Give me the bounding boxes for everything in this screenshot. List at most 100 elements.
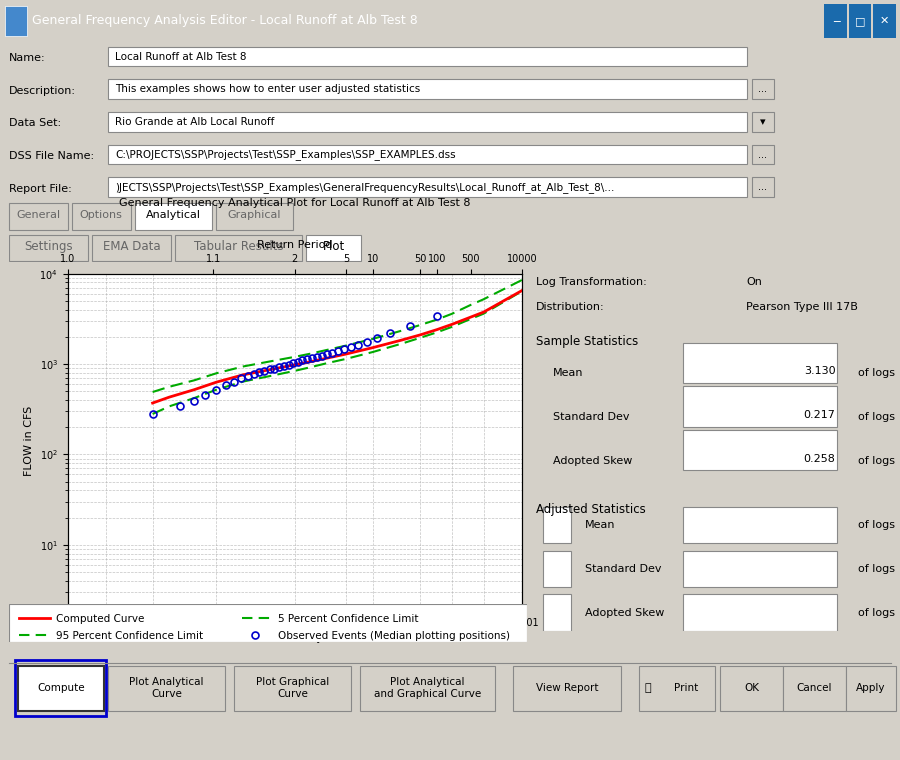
Text: Computed Curve: Computed Curve — [56, 613, 144, 624]
FancyBboxPatch shape — [176, 235, 302, 261]
Text: )JECTS\SSP\Projects\Test\SSP_Examples\GeneralFrequencyResults\Local_Runoff_at_Al: )JECTS\SSP\Projects\Test\SSP_Examples\Ge… — [115, 182, 615, 193]
Text: 🖨: 🖨 — [644, 683, 652, 693]
FancyBboxPatch shape — [752, 112, 774, 131]
Text: Plot Analytical
and Graphical Curve: Plot Analytical and Graphical Curve — [374, 677, 482, 699]
Text: General: General — [16, 210, 60, 220]
X-axis label: Probability: Probability — [266, 633, 324, 643]
Text: Adjusted Statistics: Adjusted Statistics — [536, 503, 645, 516]
FancyBboxPatch shape — [720, 666, 783, 711]
Text: of logs: of logs — [859, 456, 896, 466]
Text: EMA Data: EMA Data — [103, 240, 160, 253]
Text: Local Runoff at Alb Test 8: Local Runoff at Alb Test 8 — [115, 52, 247, 62]
Text: Plot Graphical
Curve: Plot Graphical Curve — [256, 677, 329, 699]
FancyBboxPatch shape — [234, 666, 351, 711]
Text: Tabular Results: Tabular Results — [194, 240, 284, 253]
Text: Compute: Compute — [37, 683, 85, 693]
Text: ...: ... — [758, 150, 767, 160]
FancyBboxPatch shape — [108, 144, 747, 164]
Text: Print: Print — [674, 683, 698, 693]
FancyBboxPatch shape — [683, 386, 837, 426]
FancyBboxPatch shape — [9, 203, 68, 230]
Text: Distribution:: Distribution: — [536, 302, 604, 312]
Text: Apply: Apply — [856, 683, 886, 693]
Text: of logs: of logs — [859, 564, 896, 574]
FancyBboxPatch shape — [543, 550, 571, 587]
Text: Graphical: Graphical — [228, 210, 281, 220]
Bar — [824, 5, 847, 38]
Text: Sample Statistics: Sample Statistics — [536, 335, 638, 348]
Text: Mean: Mean — [553, 368, 583, 378]
Text: ▾: ▾ — [760, 117, 766, 127]
Text: View Report: View Report — [536, 683, 598, 693]
FancyBboxPatch shape — [683, 430, 837, 470]
Text: ...: ... — [758, 84, 767, 94]
Text: OK: OK — [744, 683, 759, 693]
Text: Mean: Mean — [585, 520, 615, 530]
FancyBboxPatch shape — [846, 666, 896, 711]
FancyBboxPatch shape — [9, 235, 88, 261]
FancyBboxPatch shape — [513, 666, 621, 711]
FancyBboxPatch shape — [639, 666, 716, 711]
Text: ─: ─ — [832, 16, 840, 26]
X-axis label: Return Period: Return Period — [257, 240, 332, 250]
FancyBboxPatch shape — [108, 79, 747, 99]
Text: Adopted Skew: Adopted Skew — [553, 456, 633, 466]
Text: of logs: of logs — [859, 412, 896, 422]
Text: Report File:: Report File: — [9, 184, 72, 194]
Text: ✕: ✕ — [880, 16, 889, 26]
Text: of logs: of logs — [859, 368, 896, 378]
Text: □: □ — [855, 16, 866, 26]
Bar — [873, 5, 896, 38]
Bar — [4, 6, 27, 36]
FancyBboxPatch shape — [543, 507, 571, 543]
Text: Cancel: Cancel — [796, 683, 832, 693]
Text: Observed Events (Median plotting positions): Observed Events (Median plotting positio… — [278, 631, 510, 641]
Text: Log Transformation:: Log Transformation: — [536, 277, 646, 287]
Text: ...: ... — [758, 182, 767, 192]
Text: Plot Analytical
Curve: Plot Analytical Curve — [130, 677, 203, 699]
FancyBboxPatch shape — [108, 666, 225, 711]
Text: Standard Dev: Standard Dev — [585, 564, 662, 574]
Text: 95 Percent Confidence Limit: 95 Percent Confidence Limit — [56, 631, 202, 641]
FancyBboxPatch shape — [752, 79, 774, 99]
FancyBboxPatch shape — [306, 235, 362, 261]
Text: DSS File Name:: DSS File Name: — [9, 151, 94, 161]
FancyBboxPatch shape — [92, 235, 171, 261]
Bar — [849, 5, 871, 38]
Text: Data Set:: Data Set: — [9, 119, 61, 128]
FancyBboxPatch shape — [108, 177, 747, 197]
Text: Analytical: Analytical — [146, 210, 201, 220]
Text: General Frequency Analysis Editor - Local Runoff at Alb Test 8: General Frequency Analysis Editor - Loca… — [32, 14, 418, 27]
Text: 5 Percent Confidence Limit: 5 Percent Confidence Limit — [278, 613, 419, 624]
Text: Description:: Description: — [9, 86, 76, 96]
Text: Options: Options — [80, 210, 122, 220]
Text: of logs: of logs — [859, 607, 896, 618]
Text: Settings: Settings — [24, 240, 73, 253]
Text: Name:: Name: — [9, 53, 46, 63]
FancyBboxPatch shape — [543, 594, 571, 631]
FancyBboxPatch shape — [360, 666, 495, 711]
FancyBboxPatch shape — [683, 343, 837, 383]
Text: This examples shows how to enter user adjusted statistics: This examples shows how to enter user ad… — [115, 84, 420, 94]
FancyBboxPatch shape — [683, 594, 837, 631]
Text: 0.258: 0.258 — [804, 454, 835, 464]
Text: Standard Dev: Standard Dev — [553, 412, 629, 422]
Text: of logs: of logs — [859, 520, 896, 530]
Text: On: On — [746, 277, 762, 287]
FancyBboxPatch shape — [135, 203, 212, 230]
FancyBboxPatch shape — [683, 550, 837, 587]
FancyBboxPatch shape — [752, 177, 774, 197]
FancyBboxPatch shape — [752, 144, 774, 164]
FancyBboxPatch shape — [783, 666, 846, 711]
Text: Pearson Type III 17B: Pearson Type III 17B — [746, 302, 858, 312]
Text: Rio Grande at Alb Local Runoff: Rio Grande at Alb Local Runoff — [115, 117, 274, 127]
FancyBboxPatch shape — [9, 604, 526, 642]
FancyBboxPatch shape — [683, 507, 837, 543]
FancyBboxPatch shape — [216, 203, 292, 230]
Y-axis label: FLOW in CFS: FLOW in CFS — [23, 406, 33, 476]
FancyBboxPatch shape — [72, 203, 130, 230]
FancyBboxPatch shape — [18, 666, 104, 711]
Text: 0.217: 0.217 — [804, 410, 835, 420]
Text: 3.130: 3.130 — [804, 366, 835, 376]
Text: C:\PROJECTS\SSP\Projects\Test\SSP_Examples\SSP_EXAMPLES.dss: C:\PROJECTS\SSP\Projects\Test\SSP_Exampl… — [115, 149, 455, 160]
